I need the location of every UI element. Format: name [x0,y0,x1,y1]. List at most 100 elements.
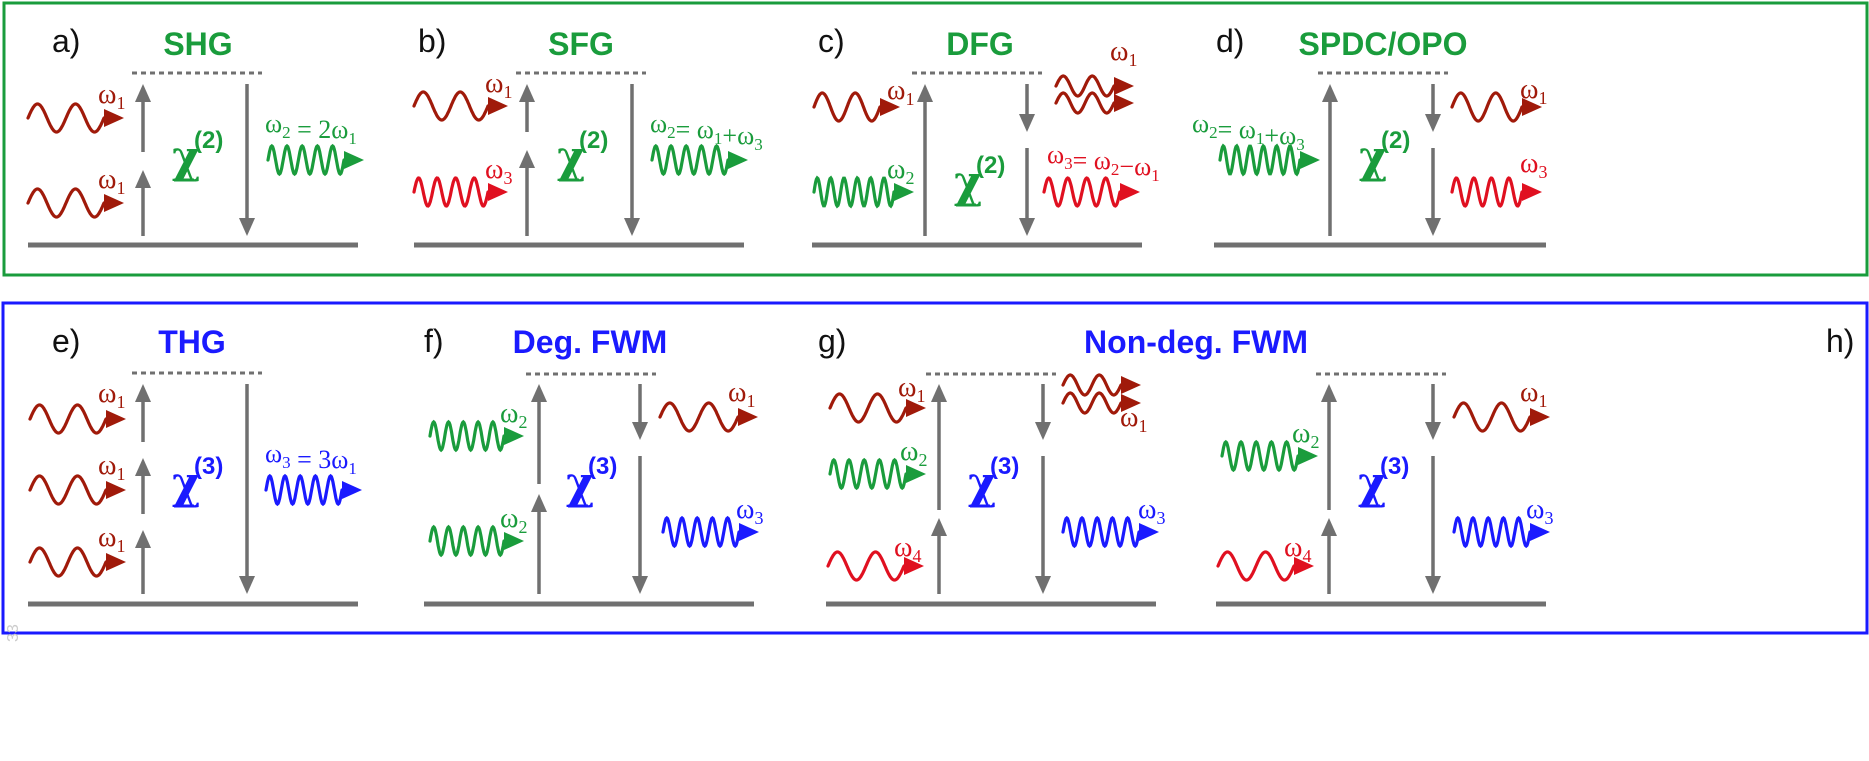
arrow-head [135,170,151,188]
arrow-head [239,576,255,594]
omega4-wave [826,550,906,582]
panel-title-nondeg-fwm: Non-deg. FWM [1084,324,1308,360]
omega2-wave [828,457,908,491]
arrow-head [135,384,151,402]
arrow-head [1035,422,1051,440]
arrow-head [239,218,255,236]
svg-text:(2): (2) [976,152,1005,179]
omega2-wave [1220,439,1300,473]
omega1-wave [658,401,740,433]
omega1-label: ω1 [898,372,925,406]
arrow-head [519,150,535,168]
omega2-label: ω2 [500,503,527,537]
omega1-label: ω1 [1110,36,1137,70]
omega2-wave-head [906,465,926,483]
omega3-wave-head [1139,523,1159,541]
equation-thg: ω3 = 3ω1 [265,439,357,478]
omega1-label: ω1 [728,377,755,411]
omega1-wave-head [104,194,124,212]
panel-title-deg-fwm: Deg. FWM [513,324,668,360]
omega2-wave [812,175,896,209]
omega1-wave [412,90,490,122]
arrow-head [632,576,648,594]
omega4-label: ω4 [1284,532,1311,566]
omega1-wave [1450,91,1524,123]
svg-text:(3): (3) [588,453,617,480]
omega3-wave [1042,176,1122,208]
arrow-head [531,494,547,512]
omega1-wave [1452,401,1532,433]
omega1-label: ω1 [98,378,125,412]
chi-label-f: χ(3) [566,453,617,509]
omega2-wave [428,524,506,558]
omega2-wave-head [504,532,524,550]
arrow-head [1321,518,1337,536]
omega2-wave-head [504,427,524,445]
omega3-wave-head [1530,523,1550,541]
omega2-wave-head [894,183,914,201]
omega1-wave [28,546,108,578]
svg-text:χ: χ [1358,458,1387,509]
watermark: 33 [5,624,22,642]
omega3-wave [412,176,490,208]
equation-dfg: ω3= ω2−ω1 [1047,140,1160,185]
panel-letter-a: a) [52,23,80,59]
panel-letter-d: d) [1216,23,1244,59]
omega1-label: ω1 [98,164,125,198]
omega1-wave-head [106,410,126,428]
omega1-out-wave-head [1114,77,1134,95]
omega1-out-wave-head [1121,376,1141,394]
omega2-wave [428,419,506,453]
omega2-wave-head [1298,447,1318,465]
omega1-wave [828,392,908,424]
panel-letter-h: h) [1826,323,1854,359]
arrow-head [519,84,535,102]
chi-label-b: χ(2) [557,127,608,183]
chi-label-g: χ(3) [968,453,1019,509]
panel-letter-f: f) [424,323,444,359]
omega1-wave-head [488,97,508,115]
omega1-out-wave [1054,74,1116,98]
omega4-label: ω4 [894,532,921,566]
omega3-label: ω3 [1526,494,1553,528]
omega1-out-wave [1054,91,1116,115]
omega1-wave [812,91,882,123]
panel-letter-b: b) [418,23,446,59]
arrow-head [1035,576,1051,594]
arrow-head [531,384,547,402]
omega1-wave-head [880,98,900,116]
omega3-label: ω3 [1520,148,1547,182]
omega1-wave [26,102,106,134]
panel-letter-g: g) [818,323,846,359]
svg-text:(2): (2) [194,127,223,154]
arrow-head [1019,218,1035,236]
omega1-label: ω1 [1520,377,1547,411]
omega2-wave-head [728,151,748,169]
arrow-head [135,458,151,476]
svg-text:(3): (3) [1380,453,1409,480]
omega3-wave-head [1522,183,1542,201]
arrow-head [135,84,151,102]
chi2-frame [2,1,1869,277]
svg-text:(3): (3) [990,453,1019,480]
arrow-head [931,518,947,536]
omega1-label: ω1 [1520,74,1547,108]
omega1-wave [28,403,108,435]
omega1-out-wave [1061,373,1123,397]
omega1-label: ω1 [98,79,125,113]
arrow-head [135,530,151,548]
svg-text:(3): (3) [194,453,223,480]
arrow-head [1425,422,1441,440]
omega3-wave-head [1120,183,1140,201]
omega1-label: ω1 [485,68,512,102]
equation-spdc: ω2= ω1+ω3 [1192,109,1305,154]
omega1-out-wave [1061,391,1123,415]
omega1-out-wave-head [1121,394,1141,412]
omega1-wave-head [906,399,926,417]
chi-label-h: χ(3) [1358,453,1409,509]
svg-text:χ: χ [557,132,586,183]
omega2-label: ω2 [900,436,927,470]
omega4-wave-head [904,557,924,575]
panel-title-dfg: DFG [946,26,1014,62]
omega1-wave-head [1522,98,1542,116]
